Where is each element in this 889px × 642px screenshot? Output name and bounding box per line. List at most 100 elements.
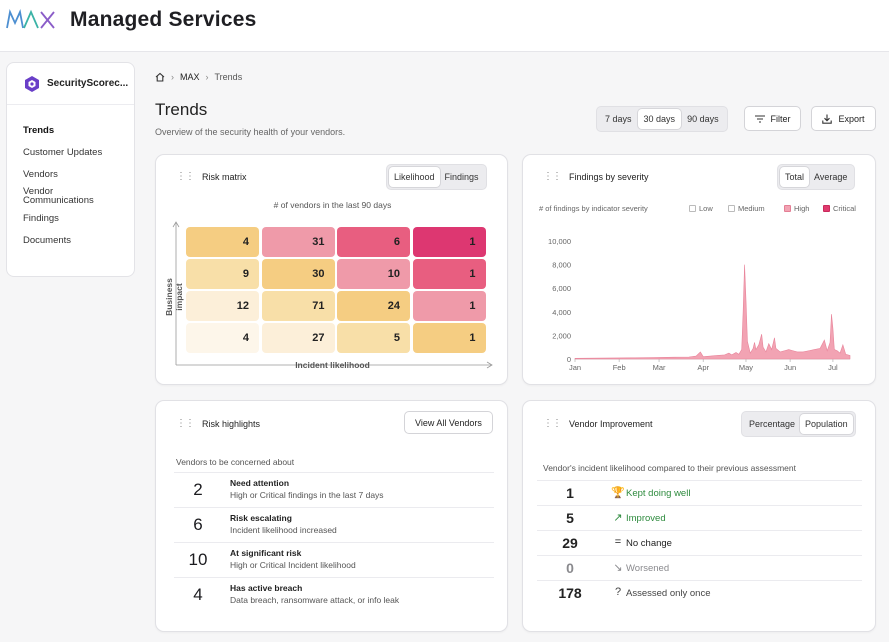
legend-medium[interactable]: Medium [728,204,765,213]
risk-matrix-cell[interactable]: 30 [261,259,335,289]
legend-label: Medium [738,204,765,213]
drag-handle-icon[interactable]: ⋮⋮ [176,418,195,429]
legend-swatch [823,205,830,212]
x-tick-label: Apr [697,363,709,372]
improvement-count: 0 [566,560,574,576]
improvement-count: 1 [566,485,574,501]
vendor-improvement-row[interactable]: 0 ↘ Worsened [537,555,862,580]
risk-matrix-cell[interactable]: 4 [186,227,259,257]
risk-highlight-row[interactable]: 10 At significant risk High or Critical … [174,542,494,577]
risk-matrix-cell[interactable]: 71 [261,291,335,321]
legend-label: Critical [833,204,856,213]
tab-findings[interactable]: Findings [444,172,479,182]
vendor-improvement-header: ⋮⋮ Vendor Improvement [543,418,653,429]
risk-matrix-axes [172,221,493,369]
y-tick-label: 8,000 [552,261,571,270]
sidebar-item-trends[interactable]: Trends [23,125,55,136]
legend-low[interactable]: Low [689,204,713,213]
range-7-days[interactable]: 7 days [605,114,632,124]
legend-critical[interactable]: Critical [823,204,856,213]
sidebar-brand-name: SecurityScorec... [47,78,129,89]
tab-total[interactable]: Total [780,167,810,187]
sidebar-item-customer-updates[interactable]: Customer Updates [23,147,103,158]
findings-card: ⋮⋮ Findings by severity Total Average # … [522,154,876,385]
breadcrumb-current: Trends [214,72,243,82]
highlight-count: 10 [188,550,208,569]
risk-matrix-cell[interactable]: 9 [186,259,259,289]
tab-population[interactable]: Population [800,414,853,434]
filter-button[interactable]: Filter [744,106,801,131]
highlight-title: Need attention [230,478,290,488]
vendor-improvement-row[interactable]: 178? Assessed only once [537,580,862,605]
findings-caption: # of findings by indicator severity [539,204,648,213]
tab-percentage[interactable]: Percentage [749,419,796,429]
drag-handle-icon[interactable]: ⋮⋮ [176,171,195,182]
risk-highlights-header: ⋮⋮ Risk highlights [176,418,260,429]
risk-highlight-row[interactable]: 4 Has active breach Data breach, ransomw… [174,577,494,612]
view-all-vendors-button[interactable]: View All Vendors [404,411,493,434]
series-area-high [574,264,851,360]
max-logo[interactable] [6,9,56,36]
tab-likelihood[interactable]: Likelihood [389,167,440,187]
risk-matrix-title: Risk matrix [202,171,247,182]
risk-matrix-cell[interactable]: 31 [261,227,335,257]
risk-matrix-cell[interactable]: 27 [261,323,335,353]
findings-header: ⋮⋮ Findings by severity [543,171,649,182]
highlight-title: Has active breach [230,583,303,593]
range-30-days[interactable]: 30 days [637,109,682,129]
drag-handle-icon[interactable]: ⋮⋮ [543,418,562,429]
risk-matrix-cell[interactable]: 1 [412,227,486,257]
risk-matrix-cell[interactable]: 24 [337,291,410,321]
risk-matrix-cell[interactable]: 1 [412,259,486,289]
tab-average[interactable]: Average [814,172,848,182]
highlight-count: 6 [193,515,203,534]
export-button[interactable]: Export [811,106,876,131]
risk-highlight-row[interactable]: 6 Risk escalating Incident likelihood in… [174,507,494,542]
risk-matrix-cell[interactable]: 1 [412,323,486,353]
sidebar-item-vendor-communications[interactable]: Vendor Communications [23,186,94,206]
sidebar-item-vendors[interactable]: Vendors [23,169,58,180]
legend-high[interactable]: High [784,204,809,213]
trend-down-icon: ↘ [613,562,623,574]
vendor-improvement-caption: Vendor's incident likelihood compared to… [543,463,796,473]
range-90-days[interactable]: 90 days [687,114,719,124]
x-tick-label: Mar [653,363,666,372]
risk-matrix-cell[interactable]: 10 [337,259,410,289]
x-tick-label: Feb [613,363,626,372]
improvement-label: Kept doing well [626,488,691,499]
filter-icon [754,115,765,122]
breadcrumb-root[interactable]: MAX [180,72,200,82]
risk-matrix-toggle: Likelihood Findings [386,164,487,190]
vendor-improvement-card: ⋮⋮ Vendor Improvement Percentage Populat… [522,400,876,632]
home-icon[interactable] [155,72,165,82]
question-icon: ? [614,586,622,598]
risk-matrix-caption: # of vendors in the last 90 days [273,200,392,210]
improvement-count: 5 [566,510,574,526]
sidebar-item-documents[interactable]: Documents [23,235,72,246]
sidebar-brand[interactable]: SecurityScorec... [7,63,134,105]
page-title: Trends [155,100,208,119]
risk-matrix-cell[interactable]: 4 [186,323,259,353]
drag-handle-icon[interactable]: ⋮⋮ [543,171,562,182]
sidebar-item-findings[interactable]: Findings [23,213,59,224]
equals-icon: = [614,536,622,548]
highlight-description: High or Critical findings in the last 7 … [230,490,384,500]
findings-title: Findings by severity [569,171,649,182]
sidebar: SecurityScorec... Trends Customer Update… [6,62,135,277]
highlight-title: At significant risk [230,548,302,558]
vendor-improvement-row[interactable]: 1 🏆 Kept doing well [537,480,862,505]
risk-highlight-row[interactable]: 2 Need attention High or Critical findin… [174,472,494,507]
risk-matrix-cell[interactable]: 1 [412,291,486,321]
risk-matrix-cell[interactable]: 12 [186,291,259,321]
improvement-label: Improved [626,513,666,524]
filter-button-label: Filter [770,113,791,124]
vendor-improvement-row[interactable]: 29 = No change [537,530,862,555]
improvement-label: Worsened [626,563,670,574]
risk-matrix-cell[interactable]: 5 [337,323,410,353]
securityscorecard-logo-icon [25,76,39,92]
risk-highlights-section-label: Vendors to be concerned about [176,457,295,467]
max-logo-icon [6,9,55,29]
risk-matrix-cell[interactable]: 6 [337,227,410,257]
x-tick-label: Jun [784,363,796,372]
vendor-improvement-row[interactable]: 5 ↗ Improved [537,505,862,530]
